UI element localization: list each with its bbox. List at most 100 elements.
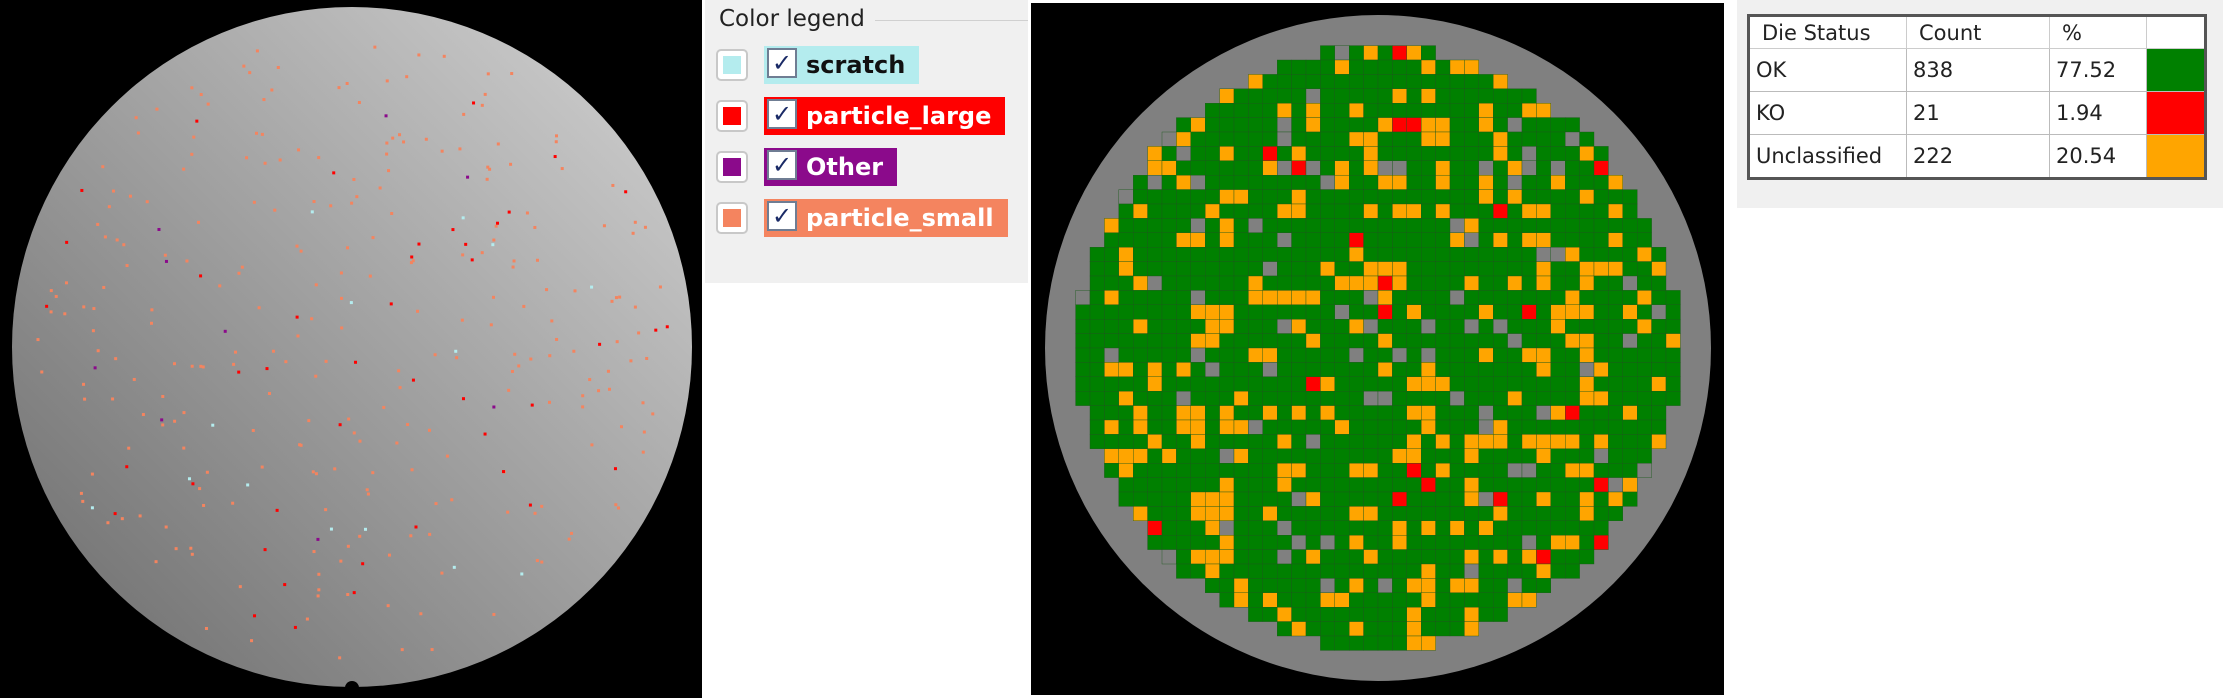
die [1291,117,1307,133]
die [1233,146,1249,161]
die [1550,391,1566,406]
die [1305,376,1321,392]
die [1291,549,1307,565]
defect [560,167,564,171]
die [1334,189,1350,205]
die [1493,88,1508,104]
die [1449,592,1465,608]
die [1593,477,1609,493]
die [1334,304,1350,320]
die [1132,434,1148,449]
defect [265,367,269,371]
die [1219,362,1235,377]
die [1248,347,1263,363]
defect [91,329,95,333]
defect [570,531,574,535]
die [1262,189,1278,205]
die [1377,549,1393,565]
die [1349,189,1364,205]
die [1377,131,1393,147]
die [1276,102,1292,118]
defect [245,156,249,160]
defect [355,195,359,199]
die [1550,304,1566,320]
die [1320,174,1335,190]
defect [191,482,195,486]
swatch [716,100,748,132]
die [1075,290,1091,305]
die [1176,246,1191,262]
die [1521,434,1537,449]
die [1665,362,1681,377]
die [1334,535,1350,550]
defect [346,592,350,596]
die [1449,333,1465,349]
defect [489,323,493,327]
die [1421,448,1436,464]
die [1219,88,1235,104]
die [1262,146,1278,161]
defect [164,259,168,263]
checkbox[interactable]: ✓ [767,201,797,231]
defect [314,472,318,476]
die [1406,376,1422,392]
die [1507,463,1523,478]
die [1104,246,1120,262]
defect [454,349,458,353]
die [1190,319,1206,334]
die [1565,246,1580,262]
die [1349,362,1364,377]
die [1464,59,1479,75]
checkbox[interactable]: ✓ [767,99,797,129]
die [1219,463,1235,478]
defect [81,499,85,503]
die [1565,463,1580,478]
die [1276,246,1292,262]
defect [316,537,320,541]
die [1233,304,1249,320]
defect [510,369,514,373]
defect [205,470,209,474]
die [1464,477,1479,493]
die [1190,232,1206,248]
die [1305,391,1321,406]
die [1305,246,1321,262]
die [1349,506,1364,521]
die [1204,232,1220,248]
die [1320,88,1335,104]
die [1190,362,1206,377]
defect [525,211,529,215]
die [1377,578,1393,594]
die [1190,189,1206,205]
defect [310,317,314,321]
die [1248,218,1263,233]
defect [113,512,117,516]
die [1493,477,1508,493]
die [1579,520,1595,536]
die [1219,563,1235,579]
die [1233,405,1249,421]
die [1104,275,1120,291]
die [1349,275,1364,291]
die [1248,506,1263,521]
die [1320,621,1335,637]
die [1147,491,1163,507]
checkbox[interactable]: ✓ [767,48,797,78]
die [1291,333,1307,349]
die [1176,117,1191,133]
die [1320,347,1335,363]
defect [211,423,215,427]
checkbox[interactable]: ✓ [767,150,797,180]
die [1507,203,1523,219]
die [1565,405,1580,421]
die [1190,203,1206,219]
die [1204,131,1220,147]
die [1536,160,1551,176]
die [1334,635,1350,651]
die [1507,520,1523,536]
defect [491,243,495,247]
die [1550,131,1566,147]
die [1262,405,1278,421]
defect [296,334,300,338]
defect [598,342,602,346]
